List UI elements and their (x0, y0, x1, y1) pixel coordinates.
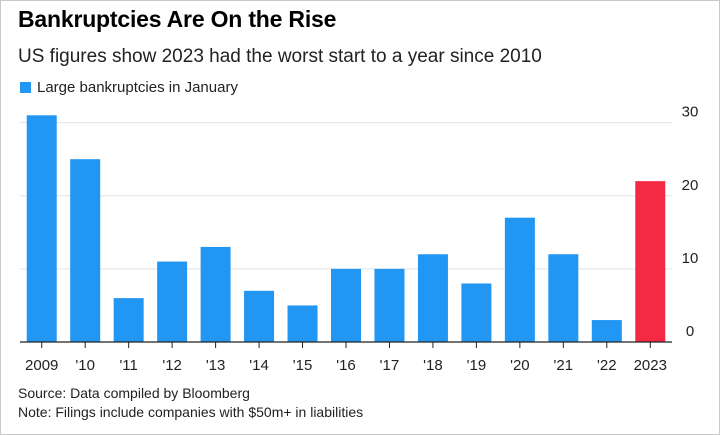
bar-12 (548, 254, 579, 342)
bar-8 (374, 268, 405, 342)
bar-11 (504, 217, 535, 342)
filing-note: Note: Filings include companies with $50… (18, 404, 364, 420)
bar-13 (591, 320, 622, 342)
y-tick-label-0: 0 (686, 323, 694, 340)
bar-4 (200, 246, 231, 342)
bar-10 (461, 283, 492, 342)
legend-swatch (20, 82, 31, 93)
bar-1 (70, 159, 101, 342)
y-tick-label-30: 30 (682, 104, 699, 121)
x-tick-label-4: '13 (206, 357, 226, 374)
chart-title: Bankruptcies Are On the Rise (18, 6, 337, 32)
bar-2 (113, 298, 144, 342)
x-tick-label-14: 2023 (634, 357, 667, 374)
x-tick-label-5: '14 (249, 357, 269, 374)
x-tick-label-7: '16 (336, 357, 356, 374)
chart-subtitle: US figures show 2023 had the worst start… (18, 46, 542, 67)
bar-14 (635, 181, 666, 342)
source-note: Source: Data compiled by Bloomberg (18, 385, 250, 401)
y-tick-label-20: 20 (682, 177, 699, 194)
bar-0 (26, 115, 57, 342)
x-tick-label-3: '12 (162, 357, 182, 374)
bar-5 (244, 290, 275, 342)
x-tick-label-12: '21 (554, 357, 574, 374)
bar-9 (417, 254, 448, 342)
legend-label: Large bankruptcies in January (37, 79, 238, 96)
x-tick-label-0: 2009 (25, 357, 58, 374)
legend: Large bankruptcies in January (20, 79, 238, 96)
bar-3 (157, 261, 188, 342)
x-tick-label-8: '17 (380, 357, 400, 374)
x-tick-label-6: '15 (293, 357, 313, 374)
x-tick-label-10: '19 (467, 357, 487, 374)
x-tick-label-13: '22 (597, 357, 617, 374)
x-tick-label-1: '10 (75, 357, 95, 374)
x-tick-label-9: '18 (423, 357, 443, 374)
bar-6 (287, 305, 318, 342)
x-tick-label-2: '11 (119, 357, 137, 374)
x-tick-label-11: '20 (510, 357, 530, 374)
bar-7 (331, 268, 361, 342)
y-tick-label-10: 10 (682, 250, 699, 267)
